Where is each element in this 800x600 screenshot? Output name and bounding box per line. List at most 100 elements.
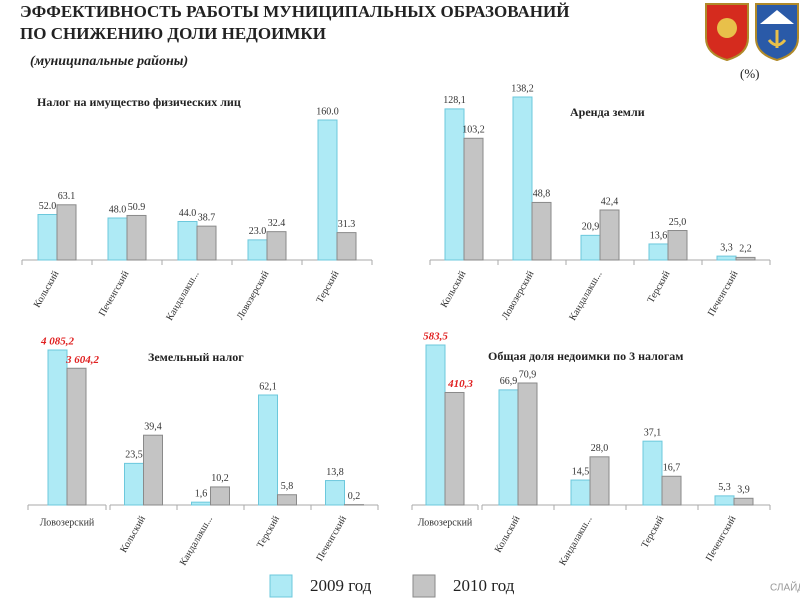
value-label: 0,2 bbox=[348, 491, 361, 502]
x-tick-label: Печенгский bbox=[97, 269, 132, 319]
legend-swatch bbox=[269, 574, 293, 598]
x-tick-label: Печенгский bbox=[704, 514, 739, 564]
bar bbox=[277, 494, 297, 506]
bar bbox=[661, 475, 682, 506]
x-tick-label: Кольский bbox=[439, 269, 469, 310]
bar bbox=[56, 204, 77, 261]
value-label: 44.0 bbox=[179, 208, 197, 219]
bar bbox=[47, 349, 68, 506]
x-tick-label: Ловозерский bbox=[235, 269, 272, 322]
bar bbox=[143, 434, 163, 506]
x-tick-label: Кольский bbox=[493, 514, 523, 555]
value-label: 3,3 bbox=[720, 242, 733, 253]
value-label: 63.1 bbox=[58, 191, 76, 202]
legend-label: 2009 год bbox=[310, 576, 372, 595]
bar bbox=[444, 108, 465, 261]
value-label: 48,8 bbox=[533, 189, 551, 200]
chart-title: Земельный налог bbox=[148, 350, 244, 364]
value-label: 39,4 bbox=[144, 422, 162, 433]
bar bbox=[37, 214, 58, 261]
bar bbox=[716, 255, 737, 261]
value-label: 20,9 bbox=[582, 222, 600, 233]
bar bbox=[463, 137, 484, 261]
slide-title: ЭФФЕКТИВНОСТЬ РАБОТЫ МУНИЦИПАЛЬНЫХ ОБРАЗ… bbox=[20, 2, 569, 21]
bar bbox=[531, 201, 552, 261]
x-tick-label: Терский bbox=[314, 269, 341, 306]
value-label: 5,3 bbox=[718, 482, 731, 493]
value-label: 13,6 bbox=[650, 230, 668, 241]
value-label: 32.4 bbox=[268, 218, 286, 229]
bar bbox=[667, 230, 688, 261]
value-label: 103,2 bbox=[462, 125, 485, 136]
bar bbox=[648, 243, 669, 261]
bar bbox=[425, 344, 446, 506]
x-tick-label: Кандалакш... bbox=[567, 269, 604, 323]
slide-number: СЛАЙД 7 bbox=[770, 581, 800, 594]
x-tick-label: Печенгский bbox=[314, 514, 349, 564]
value-label: 42,4 bbox=[601, 196, 619, 207]
bar bbox=[512, 96, 533, 261]
value-label: 37,1 bbox=[644, 427, 662, 438]
bar bbox=[570, 479, 591, 506]
bar bbox=[177, 221, 198, 261]
value-label: 4 085,2 bbox=[40, 336, 75, 348]
value-label: 128,1 bbox=[443, 95, 466, 106]
x-tick-label: Печенгский bbox=[706, 269, 741, 319]
x-tick-label: Кольский bbox=[118, 514, 148, 555]
bar bbox=[517, 382, 538, 506]
bar bbox=[444, 391, 465, 506]
bar bbox=[580, 234, 601, 261]
x-tick-label: Кандалакш... bbox=[164, 269, 201, 323]
bar bbox=[498, 389, 519, 506]
value-label: 23.0 bbox=[249, 226, 267, 237]
x-tick-label: Ловозерский bbox=[40, 517, 95, 528]
bar bbox=[266, 231, 287, 261]
x-tick-label: Терский bbox=[255, 514, 282, 551]
bar bbox=[196, 225, 217, 261]
value-label: 13,8 bbox=[326, 467, 344, 478]
value-label: 10,2 bbox=[211, 473, 229, 484]
bar bbox=[599, 209, 620, 261]
x-tick-label: Кандалакш... bbox=[178, 514, 215, 568]
value-label: 14,5 bbox=[572, 466, 590, 477]
value-label: 3 604,2 bbox=[65, 354, 100, 366]
unit-label: (%) bbox=[740, 66, 760, 81]
value-label: 583,5 bbox=[423, 331, 448, 343]
value-label: 28,0 bbox=[591, 443, 609, 454]
chart-title: Общая доля недоимки по 3 налогам bbox=[488, 349, 683, 363]
value-label: 1,6 bbox=[195, 488, 208, 499]
value-label: 50.9 bbox=[128, 202, 146, 213]
value-label: 25,0 bbox=[669, 217, 687, 228]
bar bbox=[107, 217, 128, 261]
x-tick-label: Кольский bbox=[32, 269, 62, 310]
value-label: 62,1 bbox=[259, 381, 277, 392]
value-label: 2,2 bbox=[739, 244, 752, 255]
value-label: 23,5 bbox=[125, 450, 143, 461]
value-label: 38.7 bbox=[198, 212, 216, 223]
chart-title: Налог на имущество физических лиц bbox=[37, 95, 241, 109]
bar bbox=[735, 256, 756, 261]
x-tick-label: Ловозерский bbox=[500, 269, 537, 322]
bar bbox=[642, 440, 663, 506]
bar bbox=[589, 456, 610, 506]
subtitle: (муниципальные районы) bbox=[30, 54, 188, 69]
chart-title: Аренда земли bbox=[570, 105, 645, 119]
bar bbox=[247, 239, 268, 261]
bar bbox=[258, 394, 278, 506]
bar bbox=[733, 497, 754, 506]
value-label: 3,9 bbox=[737, 485, 750, 496]
x-tick-label: Терский bbox=[645, 269, 672, 306]
legend-label: 2010 год bbox=[453, 576, 515, 595]
value-label: 410,3 bbox=[447, 378, 473, 390]
bar bbox=[336, 232, 357, 261]
value-label: 48.0 bbox=[109, 204, 127, 215]
value-label: 16,7 bbox=[663, 463, 681, 474]
value-label: 160.0 bbox=[316, 106, 339, 117]
bar bbox=[126, 214, 147, 261]
x-tick-label: Терский bbox=[639, 514, 666, 551]
bar bbox=[210, 486, 230, 506]
emblem bbox=[705, 3, 749, 62]
x-tick-label: Ловозерский bbox=[418, 517, 473, 528]
value-label: 31.3 bbox=[338, 219, 356, 230]
